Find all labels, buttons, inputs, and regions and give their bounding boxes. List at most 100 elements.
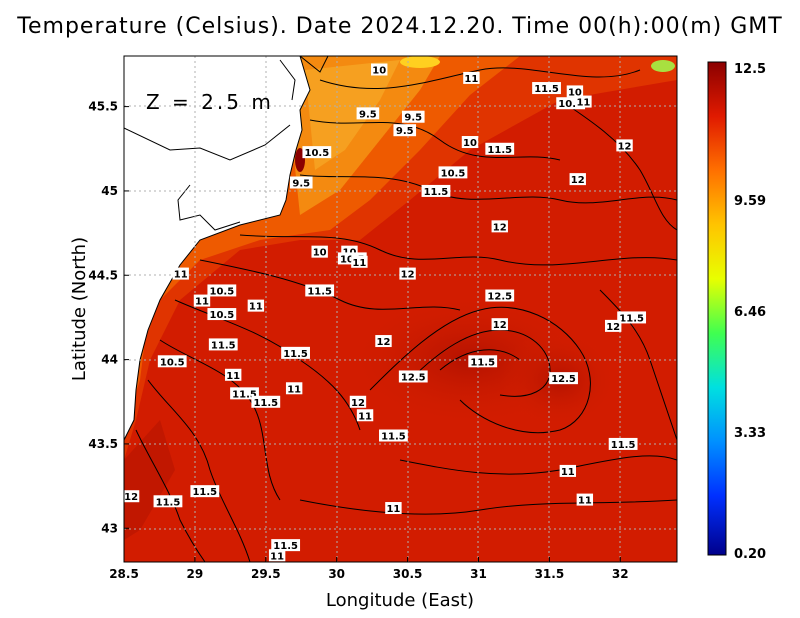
x-tick-label: 31 (470, 567, 487, 581)
contour-label-text: 11.5 (273, 541, 298, 552)
contour-label: 10.5 (302, 146, 332, 159)
contour-label-box (193, 294, 211, 307)
contour-label-text: 11 (287, 384, 301, 395)
contour-label: 11 (385, 502, 402, 515)
contour-label: 12.5 (549, 372, 578, 385)
contour-label-box (207, 284, 237, 297)
contour-label: 9.5 (289, 176, 313, 190)
contour-label-box (207, 308, 237, 321)
contour-label: 11 (224, 368, 242, 382)
contour-label-box (549, 372, 578, 385)
contour-label-text: 11 (464, 74, 478, 85)
contour-label: 11.5 (271, 539, 301, 552)
contour-label-box (375, 335, 392, 348)
contour-label-text: 11.5 (470, 357, 495, 368)
contour-label-text: 10 (463, 138, 477, 149)
contour-label-box (379, 429, 408, 442)
y-tick-label: 44.5 (88, 268, 118, 282)
contour-label-box (485, 289, 515, 302)
contour-label-text: 10.5 (558, 99, 583, 110)
contour-label: 11 (268, 549, 286, 562)
contour-label: 11.5 (251, 395, 281, 409)
contour-label-box (491, 318, 508, 331)
contour-label: 12 (399, 267, 416, 281)
contour-label: 12 (604, 319, 622, 333)
contour-label: 9.5 (393, 124, 417, 137)
contour-label-box (351, 255, 368, 268)
contour-label: 10 (371, 63, 388, 76)
contour-label-text: 9.5 (396, 126, 414, 137)
contour-label-box (385, 502, 402, 515)
contour-label: 11 (463, 71, 480, 85)
contour-label-box (311, 245, 328, 258)
contour-label: 11.5 (617, 311, 647, 324)
contour-label-text: 11.5 (307, 286, 332, 297)
contour-label-box (399, 267, 416, 280)
contour-label: 9.5 (401, 110, 425, 124)
contour-label-box (371, 63, 388, 76)
contour-label-text: 12 (606, 322, 620, 333)
contour-label: 11 (356, 409, 374, 422)
contour-label-text: 11 (352, 258, 366, 269)
contour-label: 11 (285, 382, 303, 395)
x-tick-label: 28.5 (109, 567, 139, 581)
contour-label-box (576, 493, 594, 506)
contour-label: 10.5 (438, 166, 468, 179)
chart-title: Temperature (Celsius). Date 2024.12.20. … (17, 14, 783, 39)
contour-label-text: 10 (568, 87, 582, 98)
contour-label-text: 9.5 (292, 179, 310, 190)
contour-label-box (157, 355, 187, 368)
contour-label-box (268, 549, 286, 562)
x-tick-label: 30 (328, 567, 345, 581)
y-tick-label: 43 (101, 521, 118, 535)
contour-label-text: 11.5 (487, 145, 512, 156)
contour-label-box (559, 464, 577, 477)
contour-label-text: 11 (270, 551, 284, 562)
contour-label-text: 12 (571, 175, 585, 186)
contour-label: 12 (349, 395, 367, 409)
contour-label-text: 11.5 (211, 340, 236, 351)
colorbar-label: 6.46 (734, 305, 766, 320)
contour-label-box (608, 437, 638, 450)
contour-label-text: 10.5 (441, 168, 466, 179)
contour-label: 9.5 (356, 107, 380, 120)
x-axis-title: Longitude (East) (326, 590, 474, 611)
contour-label-text: 11 (358, 411, 372, 422)
contour-label: 12 (375, 335, 392, 348)
contour-label-box (438, 166, 468, 179)
contour-label-box (461, 136, 479, 149)
depth-label: Z = 2.5 m (146, 90, 274, 114)
contour-label-text: 9.5 (359, 109, 377, 120)
contour-label-text: 11 (578, 496, 592, 507)
contour-label-box (190, 485, 220, 498)
contour-label-text: 12 (493, 222, 507, 233)
contour-label-box (421, 184, 451, 197)
contour-label-box (398, 370, 428, 383)
contour-label-box (401, 110, 425, 123)
colorbar-label: 0.20 (734, 547, 766, 562)
y-tick-label: 45.5 (88, 100, 118, 114)
contour-label-box (569, 173, 586, 186)
contour-label-text: 10.5 (209, 286, 234, 297)
contour-label-text: 10.5 (160, 357, 185, 368)
x-tick-label: 29 (187, 567, 204, 581)
contour-label-text: 12 (351, 398, 365, 409)
contour-label: 11.5 (421, 184, 451, 198)
contour-label-box (491, 220, 508, 233)
contour-label: 11.5 (608, 437, 638, 451)
contour-label: 11 (351, 255, 368, 269)
contour-label-box (341, 245, 358, 258)
contour-label: 11 (172, 267, 189, 281)
contour-label: 11 (575, 95, 592, 109)
colorbar (707, 61, 727, 556)
contour-label-text: 11 (195, 297, 209, 308)
colorbar-labels: 12.5 9.59 6.46 3.33 0.20 (734, 62, 766, 562)
plot-frame (123, 55, 678, 563)
y-tick-label: 44 (101, 353, 118, 367)
contour-label-text: 10.5 (304, 148, 329, 159)
contour-label-box (485, 142, 515, 155)
contour-label-box (251, 395, 281, 408)
x-axis-ticks: 28.5 29 29.5 30 30.5 31 31.5 32 (109, 557, 629, 581)
contour-label-text: 11.5 (283, 349, 308, 360)
